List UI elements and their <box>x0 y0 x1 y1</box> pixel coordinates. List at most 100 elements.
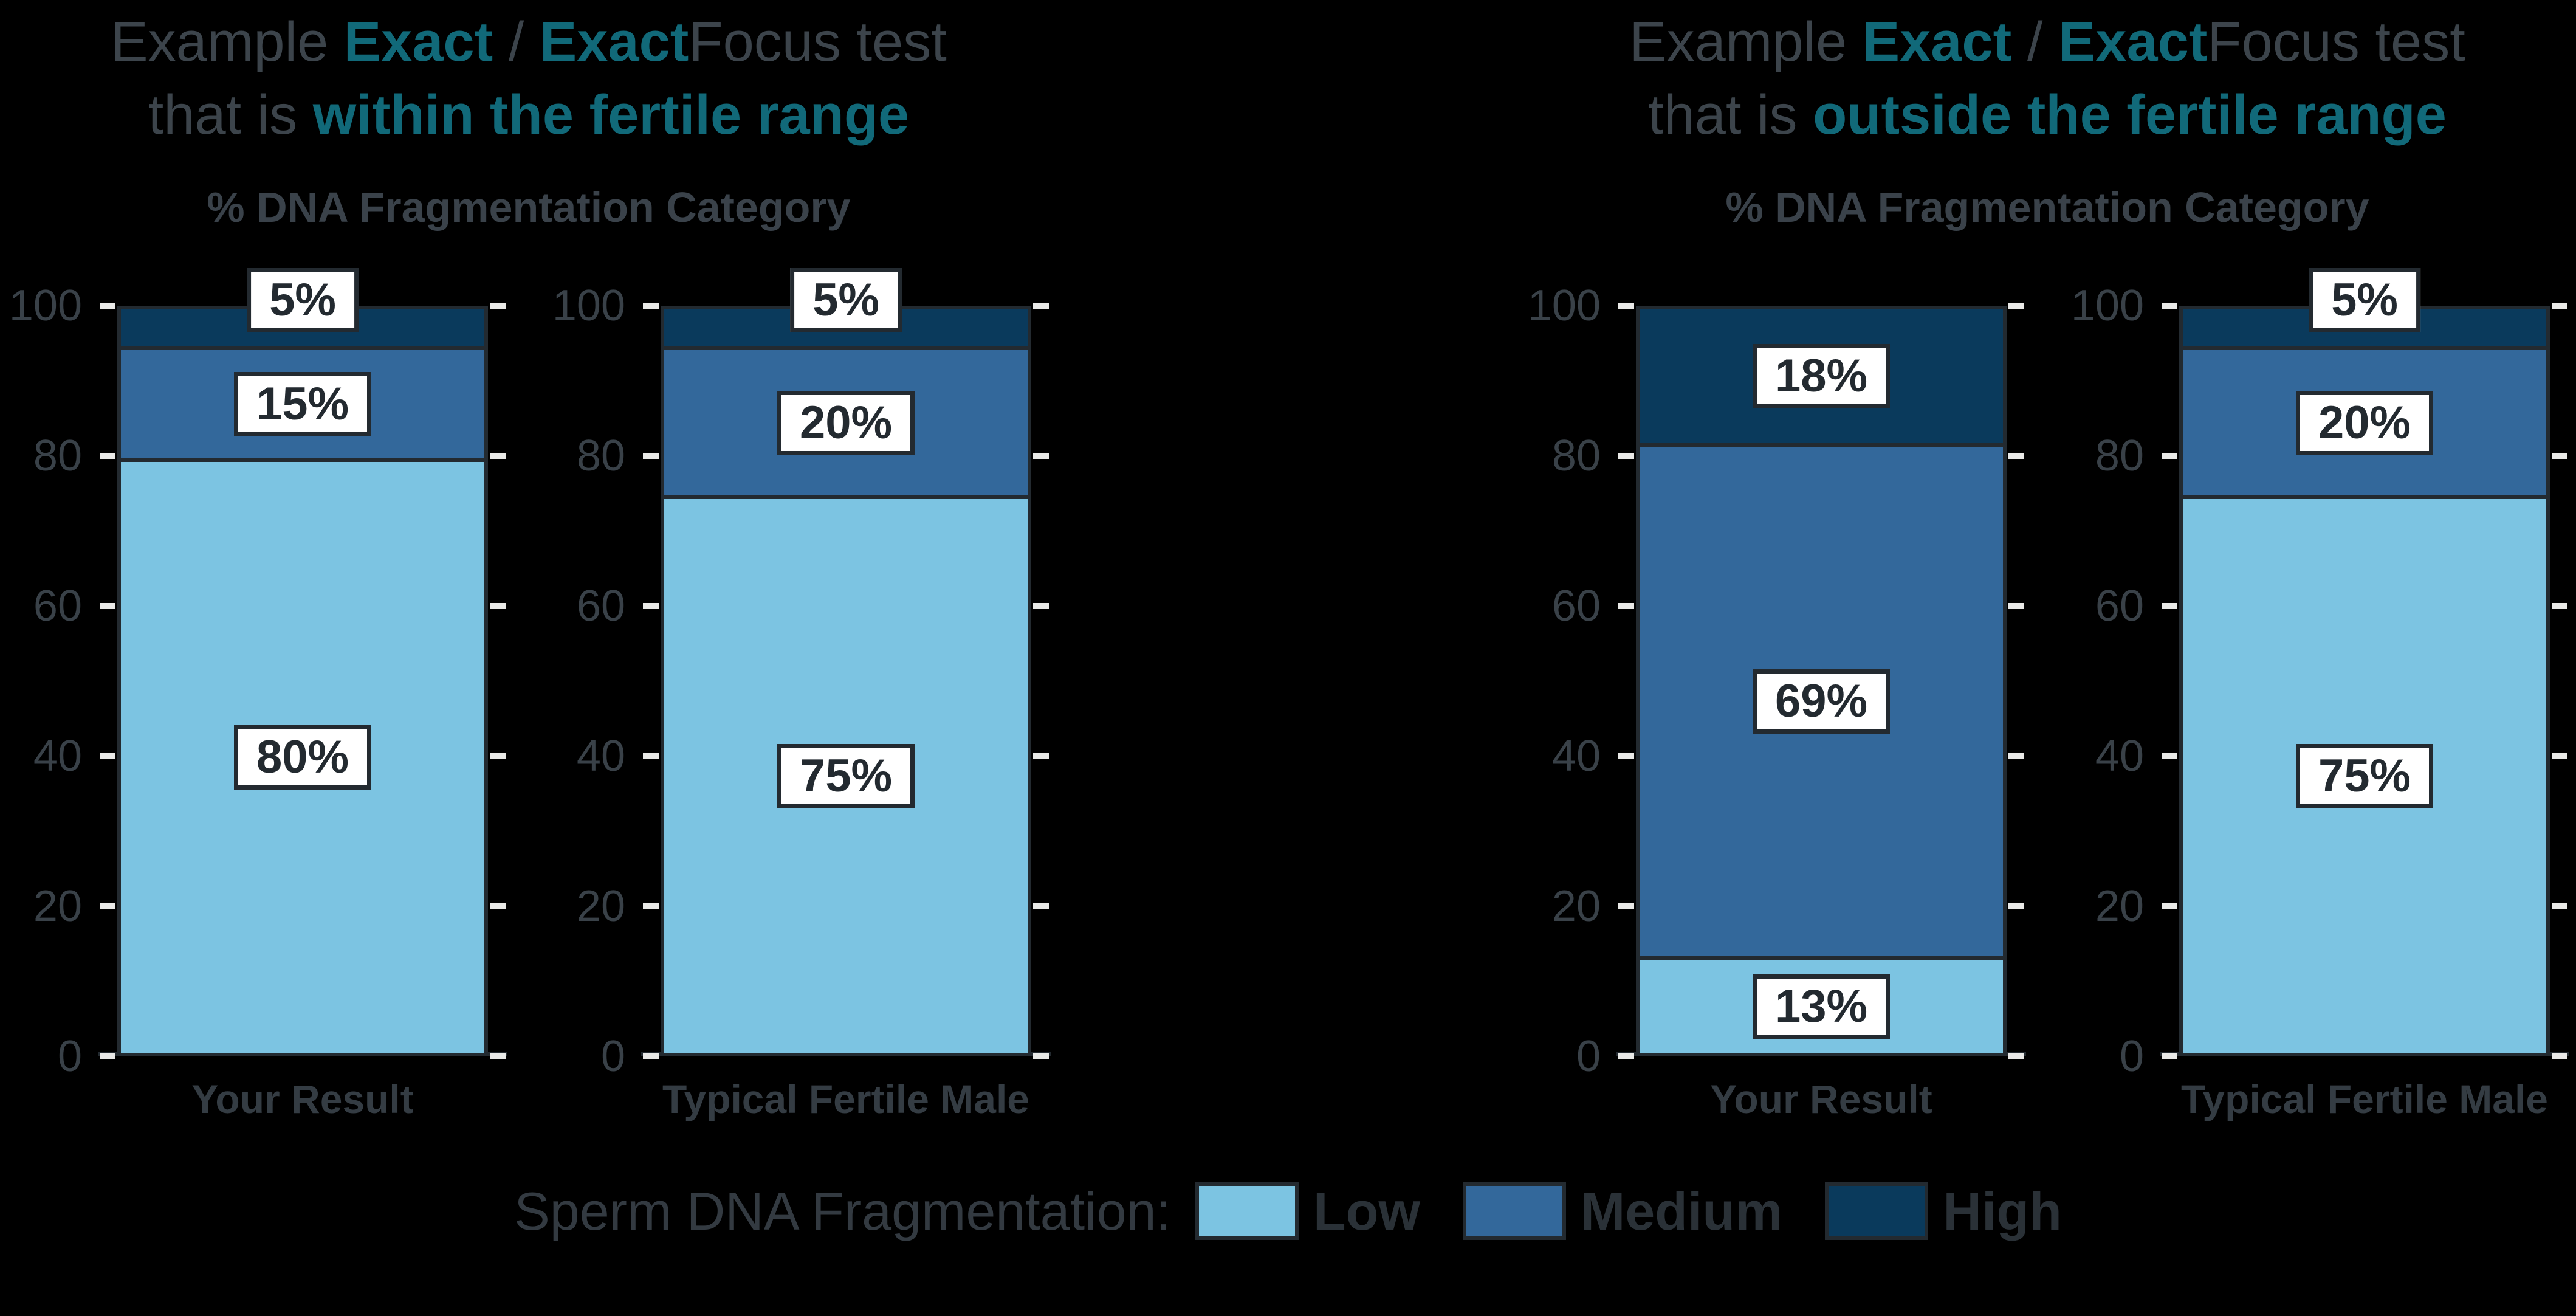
segment-low: 75% <box>664 495 1028 1053</box>
chart-outside-fertile-range: Example Exact / ExactFocus test that is … <box>1525 6 2569 1126</box>
bars-row: 0 20 40 60 80 100 5% 15% 80% Your Result 0 20 40 60 80… <box>7 268 1051 1126</box>
title-text: Focus test <box>689 11 947 73</box>
title-brand-exact: Exact <box>343 11 493 73</box>
y-tick-label: 80 <box>576 432 625 481</box>
y-tick-label: 100 <box>2070 281 2144 331</box>
tick-mark <box>2008 453 2024 460</box>
bar-axis-unit: 0 20 40 60 80 100 5% 15% 80% Your Result <box>7 268 507 1126</box>
segment-value-label: 20% <box>777 390 915 455</box>
bar-axis-area: 0 20 40 60 80 100 5% 15% 80% <box>7 268 507 1078</box>
tick-mark <box>2552 753 2567 760</box>
y-tick-label: 80 <box>1551 432 1601 481</box>
tick-mark <box>100 453 115 460</box>
tick-mark <box>2008 903 2024 910</box>
tick-mark <box>1618 303 1634 309</box>
tick-mark <box>2552 903 2567 910</box>
y-tick-label: 20 <box>576 882 625 931</box>
y-tick-label: 100 <box>552 281 625 331</box>
tick-mark <box>100 753 115 760</box>
bar-axis-unit: 0 20 40 60 80 100 5% 20% 75% Typical Fertile Male <box>2069 268 2569 1126</box>
tick-mark <box>2552 1053 2567 1060</box>
tick-mark <box>490 303 506 309</box>
chart-subtitle: % DNA Fragmentation Category <box>207 184 851 232</box>
y-axis-ticks-right <box>2550 303 2569 1060</box>
chart-title: Example Exact / ExactFocus test that is … <box>111 6 947 151</box>
segment-value-label: 5% <box>247 268 359 333</box>
y-tick-label: 0 <box>600 1032 625 1081</box>
tick-mark <box>643 303 659 309</box>
y-tick-label: 20 <box>2095 882 2144 931</box>
title-brand-exact: Exact <box>1862 11 2012 73</box>
tick-mark <box>2162 603 2177 610</box>
segment-value-label: 5% <box>2309 268 2420 333</box>
segment-low: 80% <box>121 458 484 1053</box>
bar-axis-area: 0 20 40 60 80 100 5% 20% 75% <box>550 268 1051 1078</box>
tick-mark <box>643 753 659 760</box>
chart-subtitle: % DNA Fragmentation Category <box>1725 184 2369 232</box>
y-tick-label: 80 <box>2095 432 2144 481</box>
y-tick-label: 20 <box>33 882 82 931</box>
y-tick-label: 0 <box>1576 1032 1601 1081</box>
y-tick-label: 40 <box>33 732 82 781</box>
segment-high: 5% <box>664 268 1028 347</box>
tick-mark <box>100 1053 115 1060</box>
legend-title: Sperm DNA Fragmentation: <box>514 1180 1171 1241</box>
tick-mark <box>2008 303 2024 309</box>
tick-mark <box>1033 1053 1049 1060</box>
stacked-bar: 5% 20% 75% <box>661 268 1031 1057</box>
bar-axis-unit: 0 20 40 60 80 100 18% 69% 13% Your Result <box>1525 284 2026 1126</box>
stacked-bar: 5% 15% 80% <box>117 268 488 1057</box>
tick-mark <box>1033 903 1049 910</box>
stacked-bar: 18% 69% 13% <box>1636 306 2007 1057</box>
tick-mark <box>1618 603 1634 610</box>
y-tick-label: 80 <box>33 432 82 481</box>
tick-mark <box>2008 1053 2024 1060</box>
tick-mark <box>2008 603 2024 610</box>
legend-label: High <box>1943 1180 2062 1241</box>
tick-mark <box>490 753 506 760</box>
segment-high: 5% <box>2183 268 2546 347</box>
y-tick-label: 40 <box>1551 732 1601 781</box>
y-axis-ticks-right <box>1031 303 1051 1060</box>
y-axis-ticks-right <box>2007 303 2026 1060</box>
legend-label: Low <box>1313 1180 1420 1241</box>
segment-value-label: 5% <box>790 268 902 333</box>
title-text: that is <box>1648 83 1813 146</box>
charts-row: Example Exact / ExactFocus test that is … <box>0 6 2576 1126</box>
segment-medium: 15% <box>121 346 484 458</box>
tick-mark <box>100 903 115 910</box>
y-axis-ticks-left <box>641 303 661 1060</box>
tick-mark <box>1618 1053 1634 1060</box>
chart-title-line2: that is within the fertile range <box>111 79 947 152</box>
title-text: Focus test <box>2207 11 2465 73</box>
y-tick-label: 60 <box>33 582 82 631</box>
title-emphasis: within the fertile range <box>312 83 910 146</box>
tick-mark <box>2008 753 2024 760</box>
chart-title: Example Exact / ExactFocus test that is … <box>1629 6 2465 151</box>
y-axis-tick-labels: 0 20 40 60 80 100 <box>550 284 641 1078</box>
legend-items: Low Medium High <box>1195 1180 2062 1242</box>
tick-mark <box>2162 753 2177 760</box>
y-axis-tick-labels: 0 20 40 60 80 100 <box>2069 284 2160 1078</box>
legend-swatch-medium <box>1462 1182 1566 1241</box>
segment-high: 18% <box>1640 309 2003 444</box>
title-separator: / <box>493 11 540 73</box>
tick-mark <box>643 903 659 910</box>
chart-title-line1: Example Exact / ExactFocus test <box>111 6 947 79</box>
y-tick-label: 20 <box>1551 882 1601 931</box>
title-text: that is <box>148 83 313 146</box>
tick-mark <box>2162 303 2177 309</box>
legend-item-medium: Medium <box>1462 1180 1783 1242</box>
segment-high: 5% <box>121 268 484 347</box>
tick-mark <box>2552 453 2567 460</box>
tick-mark <box>1033 603 1049 610</box>
y-tick-label: 40 <box>576 732 625 781</box>
category-label: Typical Fertile Male <box>2181 1077 2548 1122</box>
tick-mark <box>2162 453 2177 460</box>
y-tick-label: 100 <box>9 281 82 331</box>
tick-mark <box>490 603 506 610</box>
tick-mark <box>2162 1053 2177 1060</box>
tick-mark <box>2162 903 2177 910</box>
legend-label: Medium <box>1580 1180 1783 1241</box>
bar-axis-area: 0 20 40 60 80 100 18% 69% 13% <box>1525 284 2026 1078</box>
